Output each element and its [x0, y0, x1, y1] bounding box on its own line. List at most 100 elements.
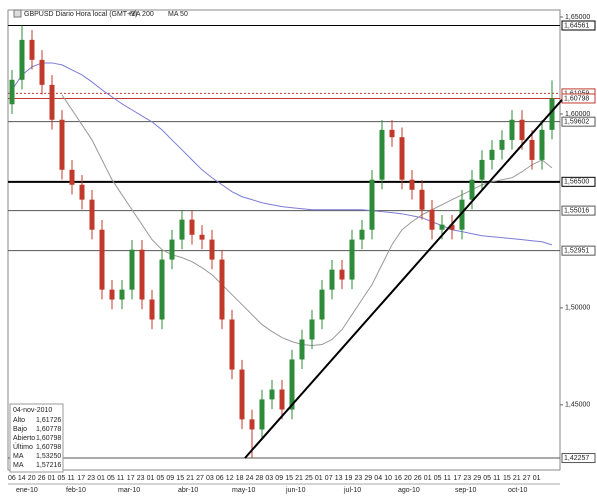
candle-body — [199, 234, 205, 240]
level-label: 1,52951 — [564, 247, 589, 254]
candle-body — [249, 419, 255, 430]
x-day-label: 09 — [166, 475, 174, 482]
candle-body — [39, 59, 45, 85]
candle-body — [349, 239, 355, 280]
info-value: 1,61726 — [36, 417, 61, 424]
x-day-label: 27 — [523, 475, 531, 482]
candle-body — [269, 389, 275, 400]
level-label-box — [561, 116, 596, 127]
trendline — [244, 99, 563, 459]
candle-body — [109, 289, 115, 300]
x-day-label: 14 — [18, 475, 26, 482]
candle-body — [509, 119, 515, 140]
candle-body — [339, 269, 345, 280]
x-day-label: 16 — [394, 475, 402, 482]
x-day-label: 15 — [503, 475, 511, 482]
x-day-label: 07 — [325, 475, 333, 482]
info-value: 1,57216 — [36, 462, 61, 469]
x-month-label: abr-10 — [178, 487, 198, 494]
x-day-label: 28 — [256, 475, 264, 482]
candle-body — [469, 179, 475, 200]
level-label-box — [561, 93, 596, 104]
x-day-label: 23 — [137, 475, 145, 482]
x-day-label: 01 — [48, 475, 56, 482]
x-month-label: ene-10 — [16, 487, 38, 494]
x-day-label: 11 — [444, 475, 451, 482]
candle-body — [259, 399, 265, 430]
info-value: 1,53250 — [36, 453, 61, 460]
candle-body — [319, 289, 325, 320]
x-day-label: 20 — [28, 475, 36, 482]
x-day-label: 17 — [77, 475, 85, 482]
candle-body — [99, 229, 105, 290]
x-day-label: 21 — [513, 475, 521, 482]
candle-body — [219, 259, 225, 320]
x-day-label: 10 — [384, 475, 392, 482]
candle-body — [49, 84, 55, 120]
level-label-box — [561, 245, 596, 256]
candle-body — [389, 129, 395, 138]
level-label: 1,42257 — [564, 455, 589, 462]
x-day-label: 27 — [196, 475, 204, 482]
x-day-label: 23 — [355, 475, 363, 482]
x-day-label: 11 — [117, 475, 124, 482]
x-day-label: 01 — [315, 475, 323, 482]
level-label-box — [561, 205, 596, 216]
x-month-label: ago-10 — [398, 487, 420, 494]
candle-body — [369, 179, 375, 230]
x-day-label: 05 — [483, 475, 491, 482]
x-month-label: may-10 — [232, 487, 255, 494]
candle-body — [59, 119, 65, 170]
info-label: MA — [13, 462, 24, 469]
candle-body — [449, 224, 455, 230]
x-day-label: 29 — [473, 475, 481, 482]
info-label: Alto — [13, 417, 25, 424]
level-label-box — [561, 176, 596, 187]
candle-body — [289, 359, 295, 410]
candle-body — [359, 229, 365, 240]
candle-body — [79, 184, 85, 200]
x-day-label: 09 — [275, 475, 283, 482]
y-tick-label: 1,45000 — [565, 402, 590, 409]
candle-body — [439, 224, 445, 230]
info-date: 04-nov-2010 — [13, 407, 52, 414]
x-day-label: 03 — [265, 475, 273, 482]
x-day-label: 20 — [404, 475, 412, 482]
candle-body — [459, 199, 465, 230]
info-label: Último — [13, 442, 33, 451]
candle-body — [209, 239, 215, 260]
candle-body — [69, 169, 75, 185]
x-day-label: 18 — [236, 475, 244, 482]
x-day-label: 15 — [176, 475, 184, 482]
candle-body — [519, 119, 525, 140]
x-day-label: 01 — [533, 475, 541, 482]
x-month-label: sep-10 — [455, 487, 477, 494]
x-day-label: 05 — [107, 475, 115, 482]
info-label: MA — [13, 453, 24, 460]
chart-title: GBPUSD Diario Hora local (GMT+1) — [24, 11, 137, 18]
x-day-label: 13 — [335, 475, 343, 482]
level-label-box — [561, 20, 596, 31]
x-day-label: 06 — [8, 475, 16, 482]
x-day-label: 05 — [434, 475, 442, 482]
level-label: 1,60798 — [564, 95, 589, 102]
info-box — [9, 403, 64, 473]
x-day-label: 12 — [226, 475, 234, 482]
menu-icon[interactable] — [13, 9, 22, 18]
legend-entry: MA 200 — [130, 11, 154, 18]
candle-body — [129, 249, 135, 290]
candle-body — [409, 179, 415, 190]
y-tick-label: 1,60000 — [565, 111, 590, 118]
x-month-label: oct-10 — [508, 487, 528, 494]
candle-body — [489, 149, 495, 160]
x-day-label: 05 — [58, 475, 66, 482]
legend-entry: MA 50 — [168, 11, 188, 18]
x-day-label: 11 — [67, 475, 74, 482]
candle-body — [159, 259, 165, 320]
candle-body — [379, 129, 385, 180]
candle-body — [299, 339, 305, 360]
candle-body — [529, 139, 535, 160]
candle-body — [29, 39, 35, 60]
x-day-label: 26 — [38, 475, 46, 482]
